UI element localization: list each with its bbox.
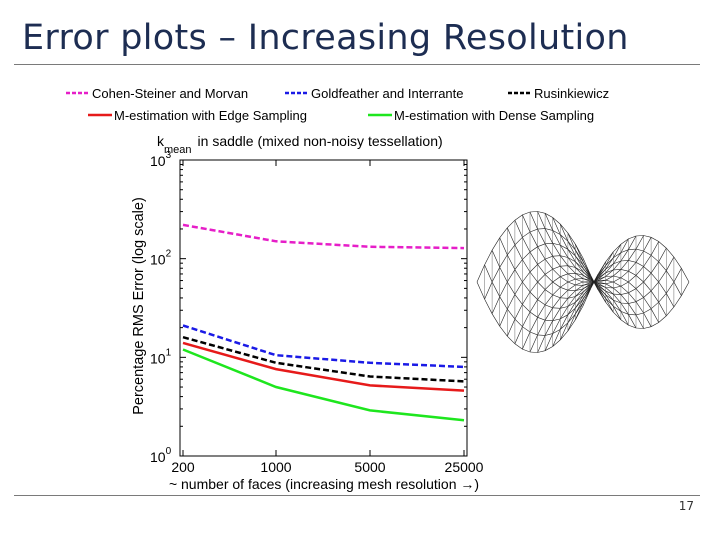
legend: Cohen-Steiner and Morvan Goldfeather and …	[66, 86, 609, 123]
title-divider	[14, 64, 700, 65]
legend-label: Cohen-Steiner and Morvan	[92, 86, 248, 101]
x-tick-label: 200	[171, 459, 195, 475]
mesh-line	[544, 279, 652, 351]
slide-title: Error plots – Increasing Resolution	[22, 18, 629, 58]
series-line	[182, 335, 465, 383]
x-axis-ticks: 200 1000 5000 25000	[171, 160, 484, 475]
x-tick-label: 5000	[354, 459, 385, 475]
legend-label: Rusinkiewicz	[534, 86, 609, 101]
footer-divider	[14, 495, 700, 496]
chart-title-sub: mean	[164, 144, 192, 156]
x-tick-label: 1000	[260, 459, 291, 475]
y-tick-label: 101	[150, 347, 172, 366]
series-lines	[182, 223, 465, 422]
series-line	[182, 324, 465, 369]
series-line	[182, 341, 465, 392]
mesh-line	[544, 213, 652, 285]
legend-label: Goldfeather and Interrante	[311, 86, 464, 101]
y-axis-label: Percentage RMS Error (log scale)	[131, 197, 147, 415]
series-line	[182, 223, 465, 250]
x-tick-label: 25000	[445, 459, 484, 475]
legend-label: M-estimation with Edge Sampling	[114, 108, 307, 123]
chart-title-k: k	[157, 133, 165, 149]
series-line	[182, 348, 465, 422]
chart-title: kmean in saddle (mixed non-noisy tessella…	[157, 133, 443, 156]
page-number: 17	[678, 499, 694, 513]
y-tick-label: 103	[150, 150, 172, 169]
y-axis-ticks: 100 101 102 103	[150, 150, 467, 465]
y-tick-label: 102	[150, 249, 172, 268]
saddle-mesh-wireframe	[476, 211, 690, 353]
chart-title-rest: in saddle (mixed non-noisy tessellation)	[198, 133, 443, 149]
y-tick-label: 100	[150, 446, 172, 465]
x-axis-label: ~ number of faces (increasing mesh resol…	[169, 476, 479, 492]
plot-frame	[179, 159, 468, 457]
legend-label: M-estimation with Dense Sampling	[394, 108, 594, 123]
